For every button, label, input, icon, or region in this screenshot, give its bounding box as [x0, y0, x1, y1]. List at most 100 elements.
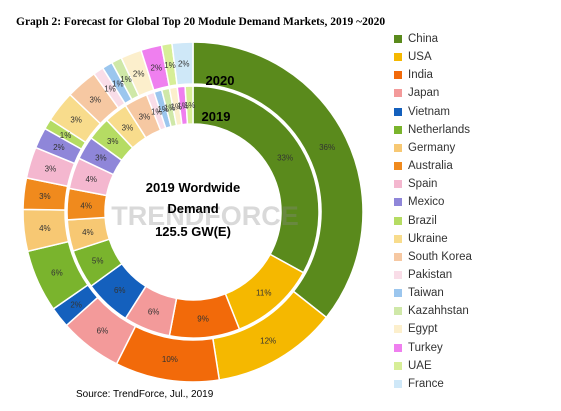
- slice-label-2020-spain: 3%: [45, 165, 57, 174]
- slice-2019-uae: [184, 85, 194, 125]
- legend-item-spain: Spain: [394, 177, 437, 191]
- slice-label-2019-brazil: 3%: [107, 137, 119, 146]
- legend-label: Netherlands: [408, 123, 471, 136]
- slice-label-2020-japan: 6%: [97, 326, 109, 335]
- legend-item-japan: Japan: [394, 86, 439, 100]
- slice-2020-france: [171, 41, 194, 86]
- slice-label-2020-south-korea: 3%: [89, 96, 101, 105]
- legend-swatch: [394, 125, 402, 134]
- slice-label-2019-netherlands: 5%: [92, 257, 104, 266]
- slice-label-2019-china: 33%: [277, 154, 293, 163]
- legend-label: Brazil: [408, 214, 437, 227]
- legend-label: France: [408, 377, 444, 390]
- legend-item-uae: UAE: [394, 359, 432, 373]
- legend-swatch: [394, 252, 402, 261]
- legend-label: Egypt: [408, 323, 438, 336]
- slice-label-2019-uae: 1%: [184, 101, 196, 110]
- slice-label-2019-egypt: 1%: [170, 102, 182, 111]
- legend-item-mexico: Mexico: [394, 195, 444, 209]
- legend-label: India: [408, 69, 433, 82]
- legend-label: Kazahhstan: [408, 305, 469, 318]
- legend-item-germany: Germany: [394, 141, 455, 155]
- legend-item-brazil: Brazil: [394, 214, 437, 228]
- slice-label-2019-ukraine: 3%: [122, 123, 134, 132]
- slice-label-2019-vietnam: 6%: [114, 286, 126, 295]
- legend-label: Germany: [408, 141, 456, 154]
- slice-label-2020-pakistan: 1%: [104, 84, 116, 93]
- slice-label-2020-vietnam: 2%: [70, 300, 82, 309]
- slice-label-2020-usa: 12%: [260, 337, 276, 346]
- slice-label-2019-kazahhstan: 1%: [164, 104, 176, 113]
- legend-swatch: [394, 379, 402, 388]
- legend-label: China: [408, 33, 439, 45]
- legend-label: Pakistan: [408, 268, 453, 281]
- legend-item-ukraine: Ukraine: [394, 232, 448, 246]
- legend-swatch: [394, 35, 402, 43]
- slice-label-2019-india: 9%: [197, 315, 209, 324]
- watermark-text: TRENDFORCE: [111, 201, 299, 231]
- inner-ring-year-label: 2019: [202, 109, 231, 124]
- slice-label-2019-japan: 6%: [148, 307, 160, 316]
- legend-label: Ukraine: [408, 232, 448, 245]
- legend-swatch: [394, 307, 402, 316]
- legend-label: Japan: [408, 87, 440, 100]
- slice-label-2020-france: 2%: [178, 59, 190, 68]
- center-line-3: 125.5 GW(E): [155, 224, 231, 239]
- chart-title: Graph 2: Forecast for Global Top 20 Modu…: [16, 16, 386, 28]
- legend-swatch: [394, 180, 402, 189]
- slice-label-2020-germany: 4%: [39, 224, 51, 233]
- center-line-1: 2019 Wordwide: [146, 180, 240, 195]
- legend-item-pakistan: Pakistan: [394, 268, 452, 282]
- legend-swatch: [394, 343, 402, 352]
- legend-swatch: [394, 234, 402, 243]
- slice-label-2019-south-korea: 3%: [139, 113, 151, 122]
- legend-swatch: [394, 216, 402, 225]
- legend-swatch: [394, 89, 402, 98]
- slice-label-2020-turkey: 2%: [151, 64, 163, 73]
- legend-item-south-korea: South Korea: [394, 250, 472, 264]
- slice-label-2020-china: 36%: [319, 143, 335, 152]
- legend-label: USA: [408, 51, 432, 64]
- legend-item-australia: Australia: [394, 159, 453, 173]
- slice-label-2019-taiwan: 1%: [157, 105, 169, 114]
- legend-label: Australia: [408, 160, 453, 173]
- slice-label-2019-turkey: 1%: [177, 101, 189, 110]
- slice-label-2020-india: 10%: [162, 355, 178, 364]
- slice-label-2019-pakistan: 1%: [151, 107, 163, 116]
- legend-item-turkey: Turkey: [394, 341, 443, 355]
- slice-label-2020-australia: 3%: [39, 192, 51, 201]
- slice-label-2020-kazahhstan: 1%: [120, 75, 132, 84]
- legend-item-taiwan: Taiwan: [394, 286, 444, 300]
- legend-label: Vietnam: [408, 105, 450, 118]
- slice-label-2019-mexico: 3%: [95, 154, 107, 163]
- source-note: Source: TrendForce, Jul., 2019: [76, 389, 214, 400]
- slice-label-2020-ukraine: 3%: [70, 116, 82, 125]
- slice-label-2019-germany: 4%: [82, 228, 94, 237]
- legend-swatch: [394, 289, 402, 298]
- legend-label: Taiwan: [408, 287, 444, 300]
- legend-swatch: [394, 107, 402, 116]
- legend-item-china: China: [394, 32, 438, 46]
- slice-label-2020-egypt: 2%: [133, 69, 145, 78]
- center-line-2: Demand: [167, 201, 218, 216]
- legend-swatch: [394, 162, 402, 171]
- slice-label-2019-usa: 11%: [256, 288, 271, 297]
- legend-swatch: [394, 53, 402, 62]
- legend-item-usa: USA: [394, 50, 432, 64]
- legend-item-vietnam: Vietnam: [394, 105, 450, 119]
- outer-ring-year-label: 2020: [206, 73, 235, 88]
- legend-label: Turkey: [408, 341, 443, 354]
- legend-swatch: [394, 198, 402, 207]
- slice-label-2019-spain: 4%: [85, 175, 97, 184]
- legend-swatch: [394, 143, 402, 152]
- legend-label: South Korea: [408, 250, 472, 263]
- legend-label: Mexico: [408, 196, 445, 209]
- slice-label-2020-mexico: 2%: [53, 143, 65, 152]
- legend-swatch: [394, 361, 402, 370]
- legend-item-netherlands: Netherlands: [394, 123, 470, 137]
- legend-item-france: France: [394, 377, 444, 391]
- legend-label: Spain: [408, 178, 438, 191]
- legend-item-egypt: Egypt: [394, 322, 437, 336]
